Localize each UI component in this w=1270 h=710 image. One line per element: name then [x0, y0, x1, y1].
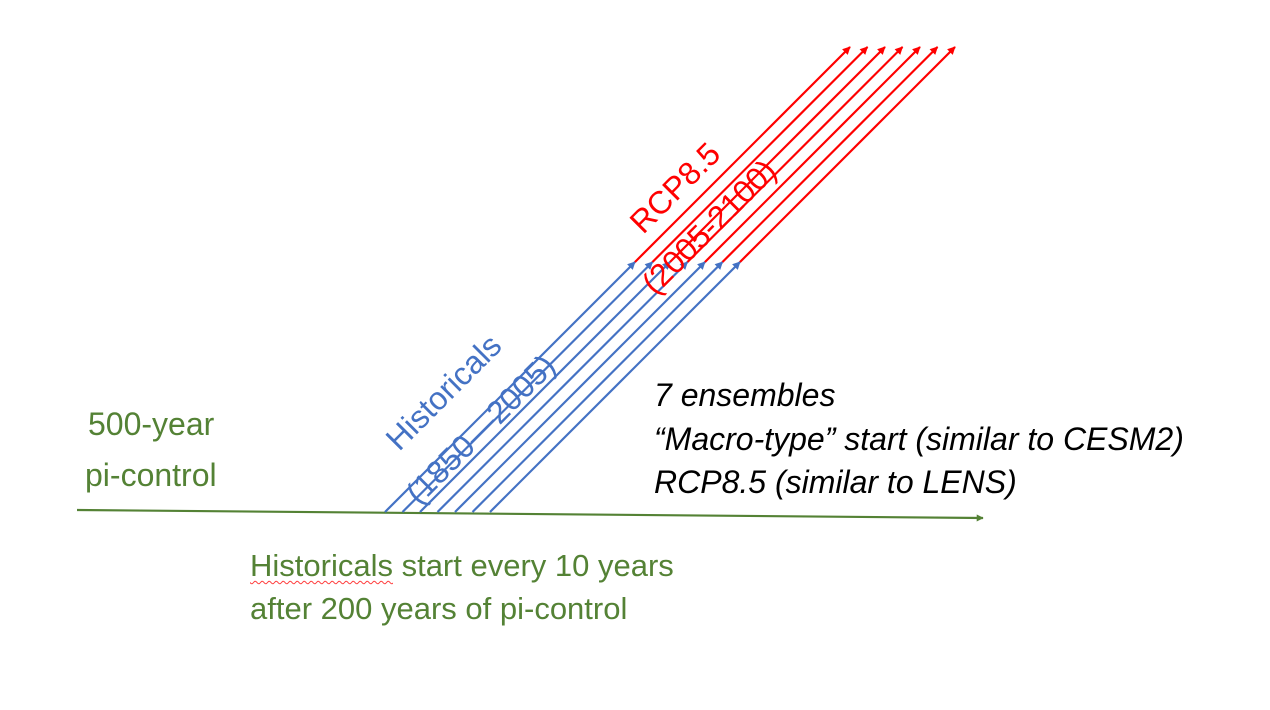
- note-rcp85: RCP8.5 (similar to LENS): [654, 464, 1017, 500]
- pi-control-label-line1: 500-year: [88, 406, 215, 442]
- caption-line1-rest: start every 10 years: [392, 548, 674, 583]
- historical-member-3-arrow: [419, 261, 671, 513]
- rcp85-member-6-arrow: [721, 46, 939, 263]
- note-macro-start: “Macro-type” start (similar to CESM2): [654, 421, 1184, 457]
- rcp85-member-5-arrow: [704, 46, 921, 263]
- rcp85-member-4-arrow: [686, 46, 904, 263]
- caption-historicals-word: Historicals: [250, 548, 393, 583]
- historical-member-4-arrow: [436, 261, 689, 513]
- historical-member-5-arrow: [454, 261, 706, 513]
- historical-arrows: [384, 261, 741, 513]
- rcp85-member-3-arrow: [669, 46, 886, 263]
- historical-member-6-arrow: [471, 261, 724, 513]
- rcp85-member-1-arrow: [634, 46, 851, 263]
- rcp85-arrows: [634, 46, 956, 263]
- rcp85-member-2-arrow: [651, 46, 869, 263]
- pi-control-label-line2: pi-control: [85, 457, 217, 493]
- note-ensembles: 7 ensembles: [654, 377, 836, 413]
- caption-line1: Historicals start every 10 years: [250, 550, 674, 581]
- pi-control-timeline-arrow: [76, 508, 984, 522]
- historical-member-7-arrow: [489, 261, 741, 513]
- historical-member-1-arrow: [384, 261, 636, 513]
- rcp85-member-7-arrow: [739, 46, 956, 263]
- historical-member-2-arrow: [401, 261, 654, 513]
- caption-line2: after 200 years of pi-control: [250, 591, 628, 626]
